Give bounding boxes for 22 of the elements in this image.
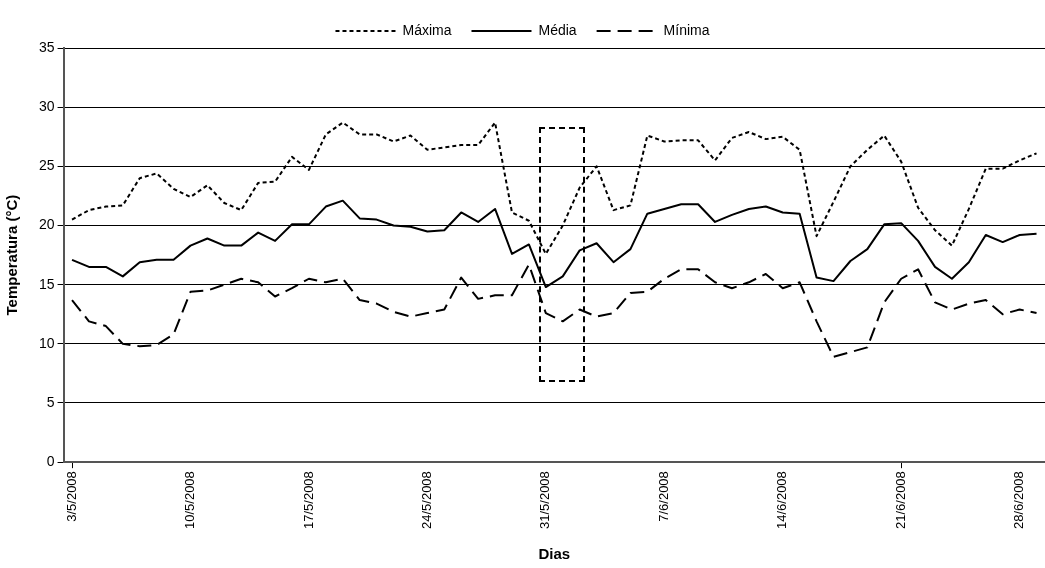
legend-label: Mínima [663, 21, 710, 38]
y-tick-label: 10 [38, 334, 55, 351]
y-tick-label: 20 [38, 216, 55, 233]
legend-label: Máxima [402, 21, 452, 38]
y-tick-label: 15 [38, 275, 55, 292]
legend-label: Média [538, 21, 577, 38]
y-tick-label: 35 [38, 38, 55, 55]
y-tick-label: 0 [46, 453, 55, 470]
x-tick-label: 3/5/2008 [63, 471, 79, 522]
x-axis-title: Dias [538, 545, 571, 563]
y-tick-label: 30 [38, 98, 55, 115]
y-axis-title: Temperatura (°C) [3, 194, 21, 316]
y-tick-label: 25 [38, 157, 55, 174]
x-tick-label: 14/6/2008 [774, 471, 790, 530]
y-tick-label: 5 [46, 393, 55, 410]
x-tick-label: 17/5/2008 [300, 471, 316, 530]
x-tick-label: 10/5/2008 [182, 471, 198, 530]
x-tick-label: 31/5/2008 [537, 471, 553, 530]
x-tick-label: 21/6/2008 [892, 471, 908, 530]
x-tick-label: 7/6/2008 [655, 471, 671, 522]
x-tick-label: 24/5/2008 [418, 471, 434, 530]
x-tick-label: 28/6/2008 [1011, 471, 1027, 530]
